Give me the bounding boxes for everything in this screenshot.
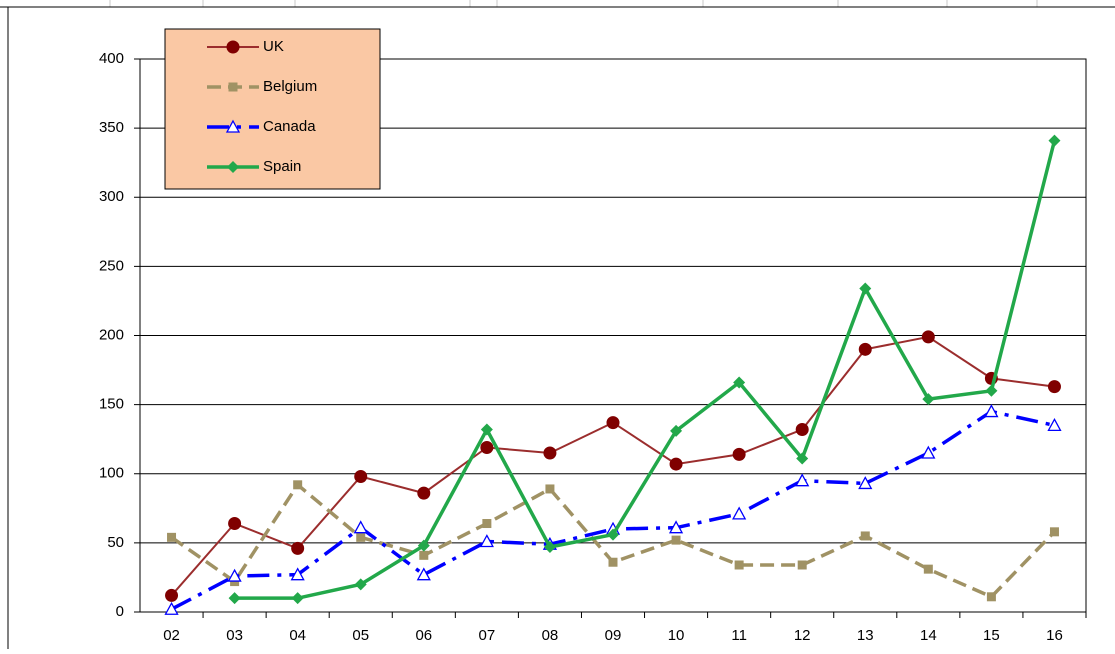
marker — [417, 486, 431, 500]
marker — [479, 534, 494, 548]
sheet-grid — [0, 0, 1115, 8]
marker — [419, 550, 429, 560]
marker — [859, 282, 872, 295]
marker — [669, 457, 683, 471]
marker — [797, 560, 807, 570]
x-tick-label: 09 — [605, 627, 622, 644]
marker — [986, 592, 996, 602]
marker — [354, 470, 368, 484]
marker — [353, 520, 368, 534]
y-tick-label: 300 — [99, 188, 124, 205]
series-line — [234, 140, 1057, 600]
marker — [668, 520, 684, 534]
marker — [167, 532, 177, 542]
legend-label: UK — [263, 38, 284, 55]
y-tick-label: 400 — [99, 50, 124, 67]
x-tick-label: 03 — [226, 627, 243, 644]
marker — [795, 423, 809, 437]
marker — [796, 452, 809, 465]
legend-label: Spain — [263, 158, 301, 175]
marker — [228, 592, 241, 605]
marker — [984, 404, 999, 418]
marker — [608, 557, 618, 567]
marker — [293, 480, 303, 490]
marker — [228, 517, 242, 531]
legend-marker — [227, 161, 239, 173]
marker — [671, 535, 681, 545]
legend-label: Canada — [263, 118, 316, 135]
marker — [858, 476, 873, 490]
legend-label: Belgium — [263, 78, 317, 95]
marker — [985, 384, 998, 397]
marker — [1048, 134, 1061, 147]
marker — [354, 578, 367, 591]
marker — [1047, 380, 1061, 394]
x-tick-label: 14 — [920, 627, 937, 644]
marker — [164, 601, 179, 615]
marker — [921, 445, 936, 459]
marker — [921, 330, 935, 344]
x-tick-label: 02 — [163, 627, 180, 644]
y-tick-label: 50 — [107, 534, 124, 551]
series-line — [170, 335, 1055, 597]
marker — [416, 567, 431, 581]
marker — [1047, 418, 1062, 432]
marker — [482, 519, 492, 529]
legend-box — [164, 28, 381, 190]
marker — [290, 567, 305, 581]
marker — [732, 506, 747, 520]
marker — [356, 532, 366, 542]
marker — [670, 424, 683, 437]
y-tick-label: 0 — [116, 603, 124, 620]
marker — [543, 446, 557, 460]
x-tick-label: 05 — [352, 627, 369, 644]
x-tick-label: 12 — [794, 627, 811, 644]
marker — [480, 423, 493, 436]
x-tick-label: 10 — [668, 627, 685, 644]
marker — [607, 528, 619, 541]
marker — [733, 376, 746, 389]
marker — [860, 531, 870, 541]
marker — [732, 447, 746, 461]
marker — [1049, 527, 1059, 537]
x-tick-label: 16 — [1046, 627, 1063, 644]
marker — [545, 484, 555, 494]
x-tick-label: 13 — [857, 627, 874, 644]
x-tick-label: 08 — [542, 627, 559, 644]
x-tick-label: 11 — [731, 627, 747, 644]
x-tick-label: 07 — [479, 627, 496, 644]
marker — [543, 541, 556, 554]
marker — [795, 473, 810, 487]
marker — [606, 416, 620, 430]
x-tick-label: 06 — [415, 627, 432, 644]
y-tick-label: 250 — [99, 257, 124, 274]
marker — [734, 560, 744, 570]
series-line — [170, 409, 1055, 611]
marker — [417, 539, 430, 552]
legend-marker — [225, 119, 241, 133]
marker — [227, 568, 242, 582]
marker — [922, 393, 935, 406]
marker — [858, 342, 872, 356]
marker — [291, 592, 304, 605]
legend-marker — [228, 82, 238, 92]
marker — [923, 564, 933, 574]
marker — [165, 588, 179, 602]
y-tick-label: 350 — [99, 119, 124, 136]
x-tick-label: 15 — [983, 627, 1000, 644]
y-tick-label: 150 — [99, 396, 124, 413]
marker — [291, 541, 305, 555]
marker — [480, 440, 494, 454]
y-tick-label: 200 — [99, 326, 124, 343]
y-tick-label: 100 — [99, 465, 124, 482]
legend-marker — [226, 40, 240, 54]
x-tick-label: 04 — [289, 627, 306, 644]
